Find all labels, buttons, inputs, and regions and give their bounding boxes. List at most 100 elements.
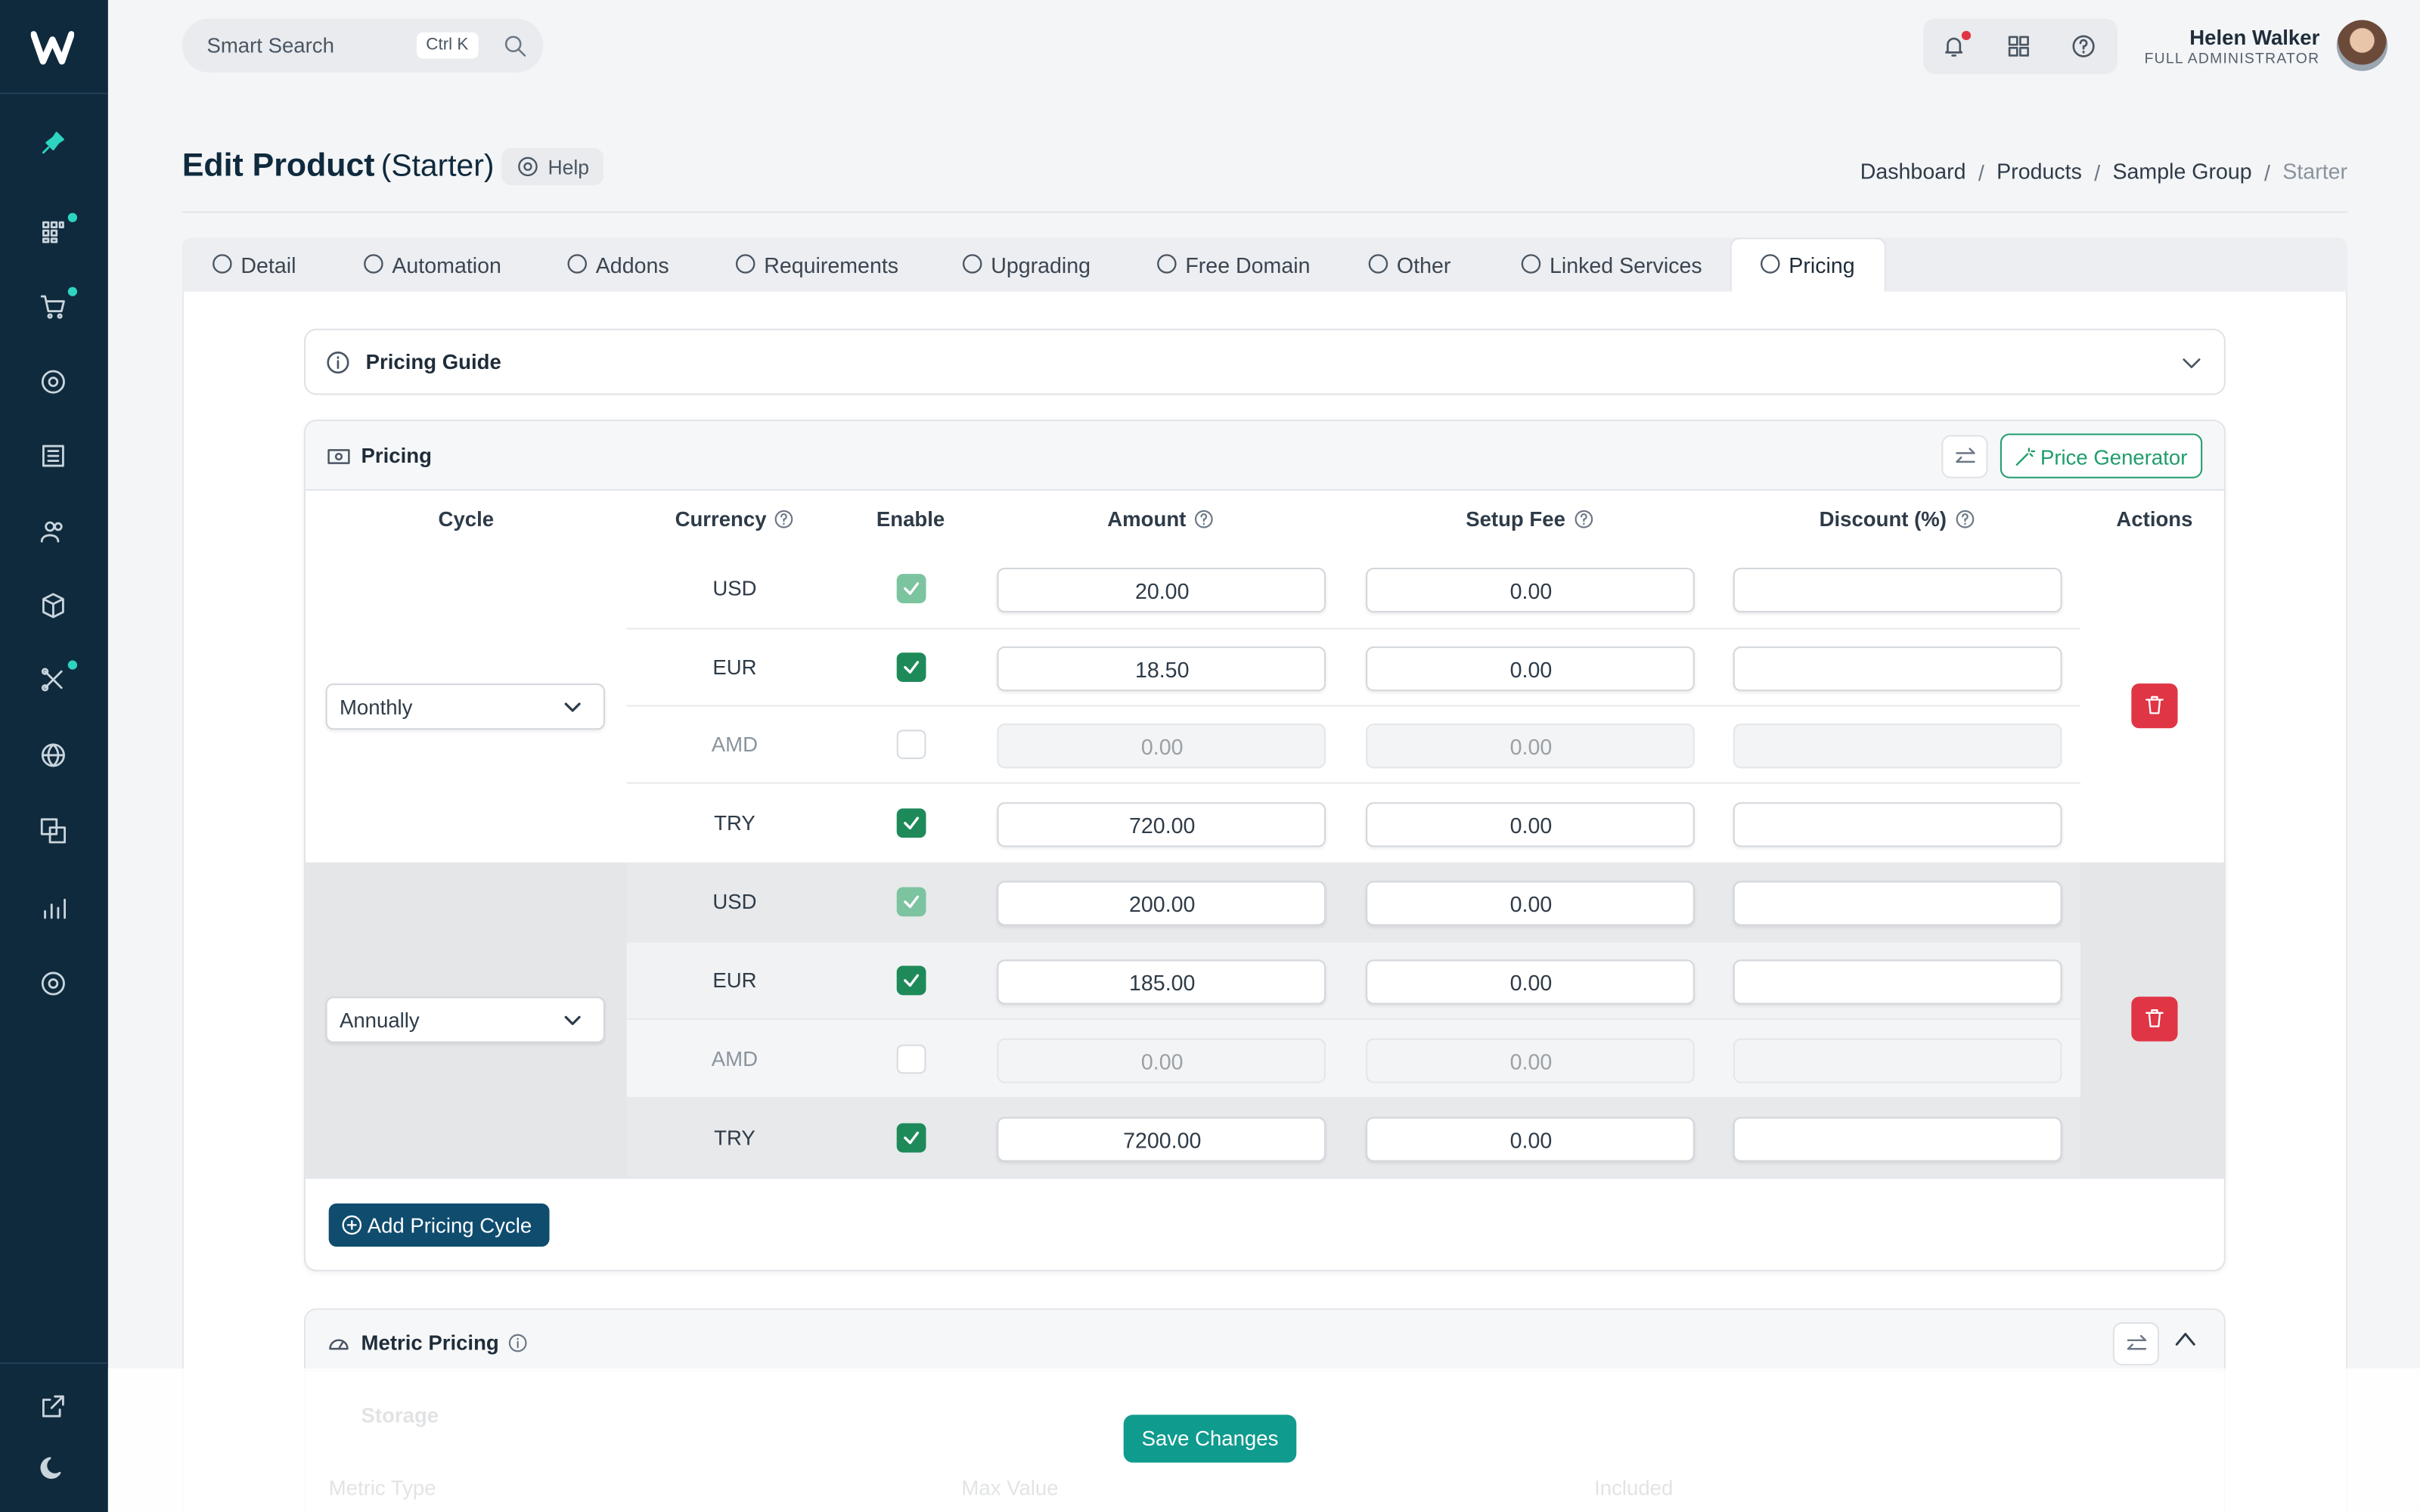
user-role: FULL ADMINISTRATOR	[2144, 51, 2320, 68]
avatar[interactable]	[2336, 20, 2388, 71]
swap-button[interactable]	[2112, 1321, 2160, 1366]
apps[interactable]	[2006, 34, 2031, 59]
enable-checkbox[interactable]	[896, 1043, 926, 1074]
text-input[interactable]: 200.00	[997, 881, 1326, 926]
pricing-guide[interactable]: Pricing Guide	[304, 328, 2226, 395]
nav-icon[interactable]	[40, 971, 67, 997]
text-input[interactable]: 0.00	[1366, 568, 1695, 613]
input-value: 18.50	[1134, 657, 1190, 683]
text-input[interactable]: 18.50	[997, 646, 1326, 692]
tab-label: Requirements	[764, 253, 899, 278]
price-row: TRY 720.00 0.00	[626, 783, 2080, 863]
text-input[interactable]: 7200.00	[997, 1116, 1326, 1161]
currency: EUR	[712, 968, 757, 993]
input-value: 0.00	[1509, 578, 1553, 603]
input-value: 20.00	[1134, 578, 1190, 603]
user-name: Helen Walker	[2189, 26, 2320, 50]
nav-icon[interactable]	[40, 519, 67, 545]
nav-icon[interactable]	[40, 293, 67, 320]
chevron-down	[564, 1015, 581, 1025]
swap-button[interactable]	[1941, 435, 1988, 479]
enable-checkbox[interactable]	[896, 965, 926, 996]
wand-icon	[2015, 448, 2036, 466]
breadcrumb-separator: /	[2094, 160, 2101, 185]
nav-icon[interactable]	[40, 443, 67, 469]
theme-toggle[interactable]	[40, 1455, 67, 1481]
cycle-select[interactable]: Monthly	[325, 683, 605, 730]
cycle-value: Monthly	[339, 695, 413, 718]
logo[interactable]	[30, 26, 74, 70]
divider	[0, 1362, 108, 1365]
delete-button[interactable]	[2131, 996, 2178, 1042]
tab-bar	[182, 237, 2348, 292]
text-input[interactable]: 720.00	[997, 801, 1326, 847]
delete-button[interactable]	[2131, 683, 2178, 728]
card-title: Pricing	[361, 444, 432, 468]
text-input[interactable]: 0.00	[1366, 881, 1695, 926]
button-label: Price Generator	[2040, 445, 2188, 469]
price-generator-button[interactable]: Price Generator	[2000, 433, 2203, 479]
nav-icon[interactable]	[40, 219, 67, 246]
nav-icon[interactable]	[40, 369, 67, 395]
currency: TRY	[714, 810, 755, 835]
enable-checkbox[interactable]	[896, 807, 926, 838]
help[interactable]	[2071, 34, 2096, 59]
breadcrumb[interactable]: Products	[1996, 159, 2082, 184]
help-button[interactable]: Help	[501, 147, 603, 185]
nav-icon[interactable]	[40, 742, 67, 769]
external-link[interactable]	[40, 1393, 67, 1420]
breadcrumb[interactable]: Sample Group	[2112, 159, 2252, 184]
text-input[interactable]: 0.00	[1366, 646, 1695, 692]
search-box[interactable]: Smart Search Ctrl K	[182, 18, 544, 73]
text-input[interactable]: 0.00	[1366, 1116, 1695, 1161]
enable-checkbox[interactable]	[896, 652, 926, 683]
nav-icon[interactable]	[40, 667, 67, 693]
text-input[interactable]	[1733, 1116, 2062, 1161]
pricing-icon	[327, 449, 350, 464]
chevron-down	[564, 702, 581, 711]
save-button[interactable]: Save Changes	[1123, 1414, 1297, 1463]
currency: USD	[712, 577, 757, 600]
text-input[interactable]: 20.00	[997, 568, 1326, 613]
trash-icon	[2145, 1009, 2164, 1027]
currency: TRY	[714, 1125, 755, 1149]
check-icon	[904, 1130, 920, 1144]
nav-icon[interactable]	[40, 895, 67, 922]
text-input[interactable]	[1733, 959, 2062, 1005]
breadcrumb[interactable]: Dashboard	[1860, 159, 1966, 184]
text-input	[1733, 1037, 2062, 1083]
page-subtitle: (Starter)	[380, 149, 495, 184]
cycle-select[interactable]: Annually	[325, 996, 605, 1043]
check-icon	[904, 582, 920, 595]
text-input[interactable]	[1733, 646, 2062, 692]
text-input[interactable]	[1733, 568, 2062, 613]
collapse-icon[interactable]	[2171, 1325, 2199, 1353]
column-label: Discount (%)	[1819, 507, 1947, 531]
text-input[interactable]	[1733, 881, 2062, 926]
text-input[interactable]: 185.00	[997, 959, 1326, 1005]
column-header: Actions	[2116, 509, 2192, 530]
sidebar	[0, 0, 108, 1512]
add-cycle-button[interactable]: Add Pricing Cycle	[328, 1203, 550, 1247]
tab-label: Upgrading	[991, 253, 1091, 278]
enable-checkbox[interactable]	[896, 730, 926, 760]
nav-icon[interactable]	[40, 593, 67, 619]
input-value: 200.00	[1129, 891, 1196, 917]
nav-icon[interactable]	[40, 818, 67, 844]
nav-icon[interactable]	[40, 129, 67, 156]
enable-checkbox[interactable]	[896, 1122, 926, 1152]
card-header	[306, 421, 2224, 491]
tab-label: Free Domain	[1185, 253, 1311, 278]
column-header: Enable	[876, 509, 945, 530]
notifications[interactable]	[1941, 34, 1966, 59]
check-icon	[904, 816, 920, 829]
text-input[interactable]: 0.00	[1366, 801, 1695, 847]
help-icon	[1574, 510, 1593, 529]
text-input[interactable]	[1733, 801, 2062, 847]
tab-label: Pricing	[1789, 253, 1855, 278]
title-group: Metric Pricing	[361, 1333, 529, 1354]
tab-icon	[567, 254, 588, 274]
price-row: AMD 0.00 0.00	[626, 1019, 2080, 1099]
text-input[interactable]: 0.00	[1366, 959, 1695, 1005]
